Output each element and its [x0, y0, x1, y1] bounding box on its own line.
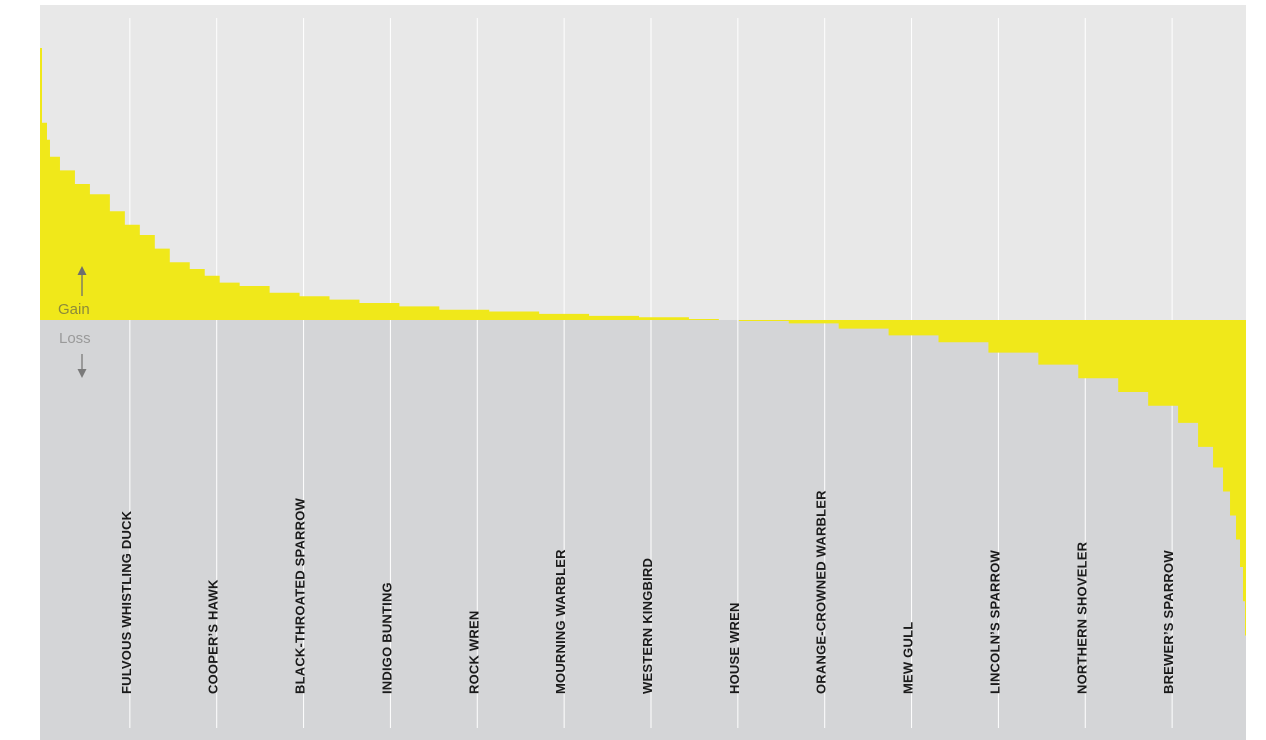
species-label-11: NORTHERN SHOVELER	[1074, 541, 1089, 694]
species-label-1: COOPER’S HAWK	[206, 579, 221, 694]
species-label-6: WESTERN KINGBIRD	[640, 558, 655, 694]
gain-legend: Gain	[58, 266, 90, 318]
gain-label: Gain	[58, 301, 90, 318]
loss-label: Loss	[59, 330, 91, 347]
species-label-10: LINCOLN’S SPARROW	[987, 549, 1002, 694]
species-labels: FULVOUS WHISTLING DUCK COOPER’S HAWK BLACK…	[119, 490, 1176, 694]
species-label-9: MEW GULL	[901, 622, 916, 694]
species-gridlines	[129, 18, 1173, 728]
gain-background	[40, 5, 1246, 320]
species-label-0: FULVOUS WHISTLING DUCK	[119, 510, 134, 694]
up-arrowhead-icon	[77, 266, 87, 275]
species-label-5: MOURNING WARBLER	[553, 549, 568, 694]
loss-legend: Loss	[59, 330, 91, 378]
species-label-4: ROCK WREN	[466, 611, 481, 694]
loss-background	[40, 320, 1246, 740]
species-label-7: HOUSE WREN	[727, 602, 742, 694]
species-label-8: ORANGE-CROWNED WARBLER	[814, 490, 829, 694]
down-arrowhead-icon	[77, 369, 87, 378]
species-label-2: BLACK-THROATED SPARROW	[293, 497, 308, 694]
species-label-12: BREWER’S SPARROW	[1161, 550, 1176, 694]
species-label-3: INDIGO BUNTING	[379, 582, 394, 694]
